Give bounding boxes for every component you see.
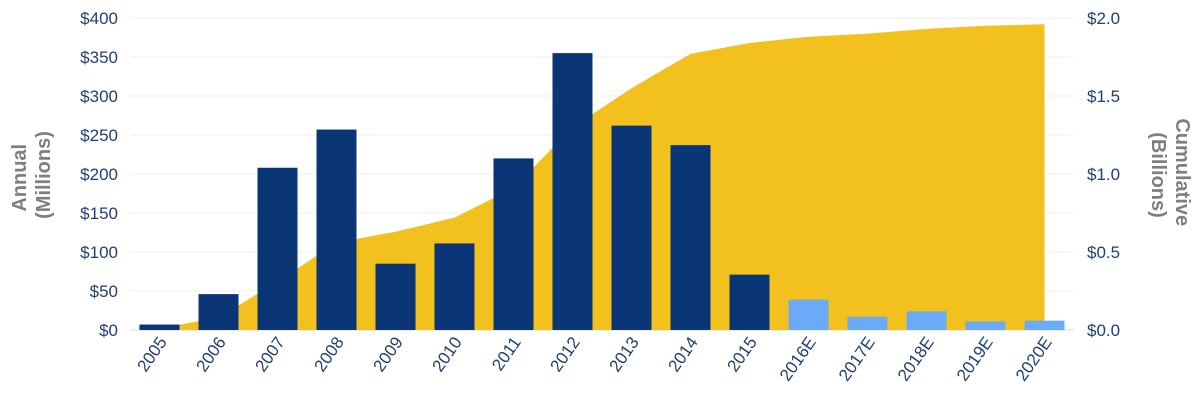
x-tick-label: 2010: [429, 333, 466, 375]
left-tick-label: $250: [80, 126, 118, 145]
annual-bar-2005: [139, 324, 180, 330]
x-tick-label: 2011: [488, 333, 525, 374]
x-tick-label: 2014: [665, 333, 702, 375]
x-tick-label: 2005: [134, 333, 171, 375]
annual-bar-2010: [434, 243, 475, 330]
x-axis-ticks: 2005 2006 2007 2008 2009 2010 2011 2012 2013 2014…: [134, 333, 1056, 384]
right-tick-label: $1.5: [1087, 87, 1120, 106]
left-tick-label: $150: [80, 204, 118, 223]
cumulative-area: [159, 24, 1045, 331]
x-tick-label: 2006: [193, 333, 230, 375]
annual-bar-2009: [375, 263, 416, 330]
left-tick-label: $0: [99, 321, 118, 340]
x-tick-label: 2016E: [776, 333, 820, 384]
annual-bar-2006: [198, 294, 239, 330]
annual-bar-2016E: [788, 299, 829, 330]
annual-bar-2008: [316, 129, 357, 330]
left-tick-label: $200: [80, 165, 118, 184]
x-tick-label: 2017E: [835, 333, 879, 384]
left-tick-label: $350: [80, 48, 118, 67]
annual-bar-2012: [552, 53, 593, 330]
annual-bar-2015: [729, 274, 770, 330]
left-axis-title: Annual (Millions): [9, 131, 55, 219]
right-tick-label: $1.0: [1087, 165, 1120, 184]
left-tick-label: $400: [80, 9, 118, 28]
x-tick-label: 2015: [724, 333, 761, 375]
x-tick-label: 2007: [252, 333, 289, 375]
x-tick-label: 2013: [606, 333, 643, 375]
annual-bar-2018E: [906, 311, 947, 330]
left-tick-label: $300: [80, 87, 118, 106]
annual-bar-2020E: [1024, 320, 1065, 330]
left-axis-ticks: $0 $50 $100 $150 $200 $250 $300 $350 $400: [80, 9, 118, 340]
cumulative-area-path: [159, 24, 1045, 331]
right-axis-title: Cumulative (Billions): [1147, 118, 1193, 231]
annual-bars: [139, 53, 1065, 330]
annual-bar-2011: [493, 158, 534, 330]
x-tick-label: 2018E: [894, 333, 938, 384]
x-tick-label: 2019E: [953, 333, 997, 384]
annual-bar-2014: [670, 145, 711, 330]
annual-bar-2017E: [847, 316, 888, 330]
annual-bar-2019E: [965, 321, 1006, 330]
right-tick-label: $0.5: [1087, 243, 1120, 262]
right-tick-label: $0.0: [1087, 321, 1120, 340]
x-tick-label: 2009: [370, 333, 407, 375]
x-tick-label: 2020E: [1012, 333, 1056, 384]
annual-bar-2013: [611, 125, 652, 330]
left-tick-label: $100: [80, 243, 118, 262]
right-axis-ticks: $0.0 $0.5 $1.0 $1.5 $2.0: [1087, 9, 1120, 340]
right-tick-label: $2.0: [1087, 9, 1120, 28]
x-tick-label: 2008: [311, 333, 348, 375]
annual-bar-2007: [257, 167, 298, 330]
left-tick-label: $50: [90, 282, 118, 301]
x-tick-label: 2012: [547, 333, 584, 375]
